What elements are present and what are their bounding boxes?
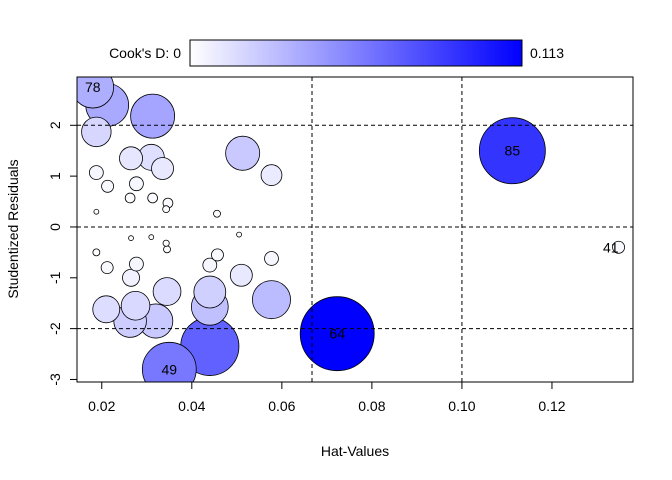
color-legend-label: Cook's D: 0 (109, 45, 181, 61)
x-axis-title: Hat-Values (321, 443, 389, 459)
x-tick-label: 0.12 (538, 398, 565, 414)
data-point-bubble (152, 277, 182, 306)
point-label: 49 (162, 361, 178, 377)
y-tick-label: -3 (47, 373, 63, 386)
x-tick-label: 0.02 (88, 398, 115, 414)
y-tick-label: 2 (47, 121, 63, 129)
reference-lines (77, 77, 633, 382)
data-point-bubble (264, 251, 279, 266)
data-point-bubble (225, 135, 261, 171)
data-point-bubble (89, 165, 104, 180)
data-point-bubble (229, 263, 253, 287)
x-tick-label: 0.10 (448, 398, 475, 414)
point-label: 64 (329, 326, 345, 342)
x-tick-label: 0.08 (358, 398, 385, 414)
x-tick-label: 0.04 (178, 398, 205, 414)
data-point-bubble (260, 164, 283, 186)
data-point-bubble (612, 240, 626, 254)
data-point-bubble (129, 256, 144, 272)
data-point-bubble (211, 248, 224, 262)
data-point-bubble (124, 192, 136, 204)
data-point-bubble (77, 77, 115, 109)
data-point-bubble (162, 239, 170, 247)
x-tick-label: 0.06 (268, 398, 295, 414)
data-point-bubble (162, 205, 171, 214)
data-point-bubble (147, 192, 158, 204)
data-point-bubble (478, 117, 546, 185)
data-point-bubble (81, 116, 112, 148)
data-point-bubble (129, 176, 144, 192)
color-legend-bar (189, 39, 523, 67)
data-point-bubble (213, 209, 221, 218)
data-point-bubble (101, 179, 115, 193)
y-axis: -3 -2 -1 0 1 2 (47, 121, 78, 386)
color-legend-max-label: 0.113 (530, 45, 564, 61)
data-point-bubble (119, 146, 143, 171)
data-point-bubble (141, 341, 197, 382)
data-point-bubble (236, 231, 242, 238)
y-tick-label: 1 (47, 172, 63, 180)
data-point-bubble (151, 157, 174, 180)
data-point-bubble (92, 248, 101, 257)
data-point-bubble (148, 234, 155, 240)
data-point-bubble (299, 296, 375, 372)
point-labels: 78 85 64 49 41 (85, 79, 619, 377)
bubble-layer (77, 77, 626, 382)
data-point-bubble (120, 290, 151, 321)
y-tick-label: -2 (47, 322, 63, 335)
data-point-bubble (100, 261, 114, 275)
data-point-bubble (93, 208, 100, 215)
data-point-bubble (122, 268, 140, 287)
point-label: 41 (603, 239, 619, 255)
y-axis-title: Studentized Residuals (5, 159, 21, 298)
data-point-bubble (193, 275, 227, 309)
data-point-bubble (163, 245, 171, 254)
data-point-bubble (130, 93, 176, 139)
y-tick-label: -1 (47, 271, 63, 284)
data-point-bubble (202, 257, 218, 273)
x-axis: 0.02 0.04 0.06 0.08 0.10 0.12 (88, 381, 566, 414)
data-point-bubble (92, 295, 121, 324)
color-legend: Cook's D: 0 0.113 (109, 39, 564, 67)
data-point-bubble (252, 280, 291, 320)
y-tick-label: 0 (47, 223, 63, 231)
point-label: 85 (505, 143, 521, 159)
point-label: 78 (85, 79, 101, 95)
data-point-bubble (128, 235, 134, 241)
